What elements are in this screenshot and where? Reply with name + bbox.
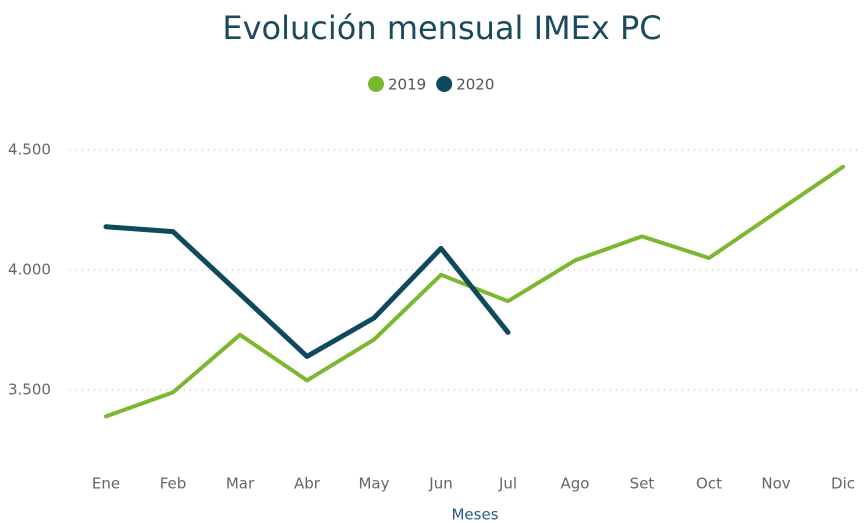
x-tick-label: Nov (761, 475, 790, 493)
x-tick-label: May (358, 475, 389, 493)
x-tick-label: Jun (428, 475, 452, 493)
x-tick-label: Ago (561, 475, 590, 493)
x-axis-title: Meses (451, 506, 498, 523)
x-tick-label: Mar (226, 475, 255, 493)
legend-label: 2019 (388, 76, 426, 94)
y-tick-label: 3.500 (8, 381, 51, 399)
legend-marker (436, 76, 453, 92)
legend-marker (368, 76, 384, 92)
x-tick-label: Feb (160, 475, 187, 493)
x-tick-label: Abr (294, 475, 321, 493)
x-tick-label: Oct (696, 475, 722, 493)
x-tick-label: Ene (92, 475, 120, 493)
x-tick-label: Jul (498, 475, 517, 493)
x-tick-label: Dic (831, 475, 855, 493)
y-tick-label: 4.000 (8, 261, 51, 279)
y-tick-label: 4.500 (8, 141, 51, 159)
x-tick-label: Set (630, 475, 655, 493)
chart-title: Evolución mensual IMEx PC (222, 9, 661, 47)
legend-label: 2020 (456, 76, 494, 94)
line-series (103, 224, 511, 359)
